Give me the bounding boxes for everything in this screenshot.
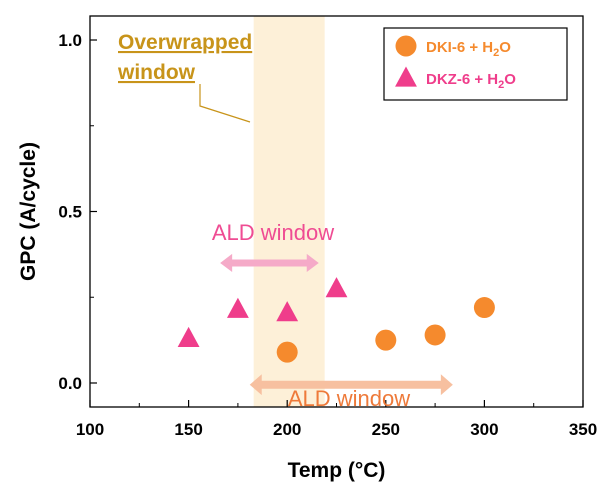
legend-label-main: DKI-6 + H: [426, 39, 493, 56]
ald-window-dkz-label: ALD window: [212, 220, 334, 245]
ald-window-dki-arrow: [249, 374, 453, 396]
x-tick-label: 300: [470, 420, 498, 439]
data-point-series-1: [177, 326, 200, 348]
legend-label-tail: O: [504, 71, 516, 88]
data-point-series-1: [325, 277, 348, 298]
data-point-series-1: [276, 301, 299, 322]
x-tick-label: 250: [372, 420, 400, 439]
data-point-series-0: [276, 341, 298, 363]
legend-marker-series-0: [395, 35, 417, 57]
x-axis-title: Temp (°C): [288, 459, 386, 482]
data-point-series-1: [226, 297, 249, 318]
legend-label-series-1: DKZ-6 + H2O: [426, 71, 516, 91]
legend-label-subscript: 2: [493, 47, 499, 59]
data-point-series-0: [375, 329, 397, 351]
y-tick-label: 0.5: [58, 203, 82, 222]
legend-label-tail: O: [499, 39, 511, 56]
overwrapped-leader-line: [199, 84, 251, 123]
y-tick-label: 1.0: [58, 31, 82, 50]
x-tick-label: 150: [174, 420, 202, 439]
data-point-series-0: [424, 324, 446, 346]
y-axis-title: GPC (A/cycle): [17, 142, 40, 281]
legend-marker-series-1: [395, 66, 417, 87]
x-tick-label: 350: [569, 420, 597, 439]
legend-label-subscript: 2: [498, 79, 504, 91]
x-tick-label: 100: [76, 420, 104, 439]
overwrapped-label-line2: window: [117, 61, 196, 84]
legend-label-main: DKZ-6 + H: [426, 71, 498, 88]
ald-window-dkz-arrow: [220, 253, 319, 273]
data-point-series-0: [473, 297, 495, 319]
ald-window-dki-label: ALD window: [288, 386, 410, 411]
legend-box: [383, 27, 568, 101]
x-tick-label: 200: [273, 420, 301, 439]
legend-label-series-0: DKI-6 + H2O: [426, 39, 511, 59]
overwrapped-label-line1: Overwrapped: [118, 31, 252, 54]
y-tick-label: 0.0: [58, 374, 82, 393]
